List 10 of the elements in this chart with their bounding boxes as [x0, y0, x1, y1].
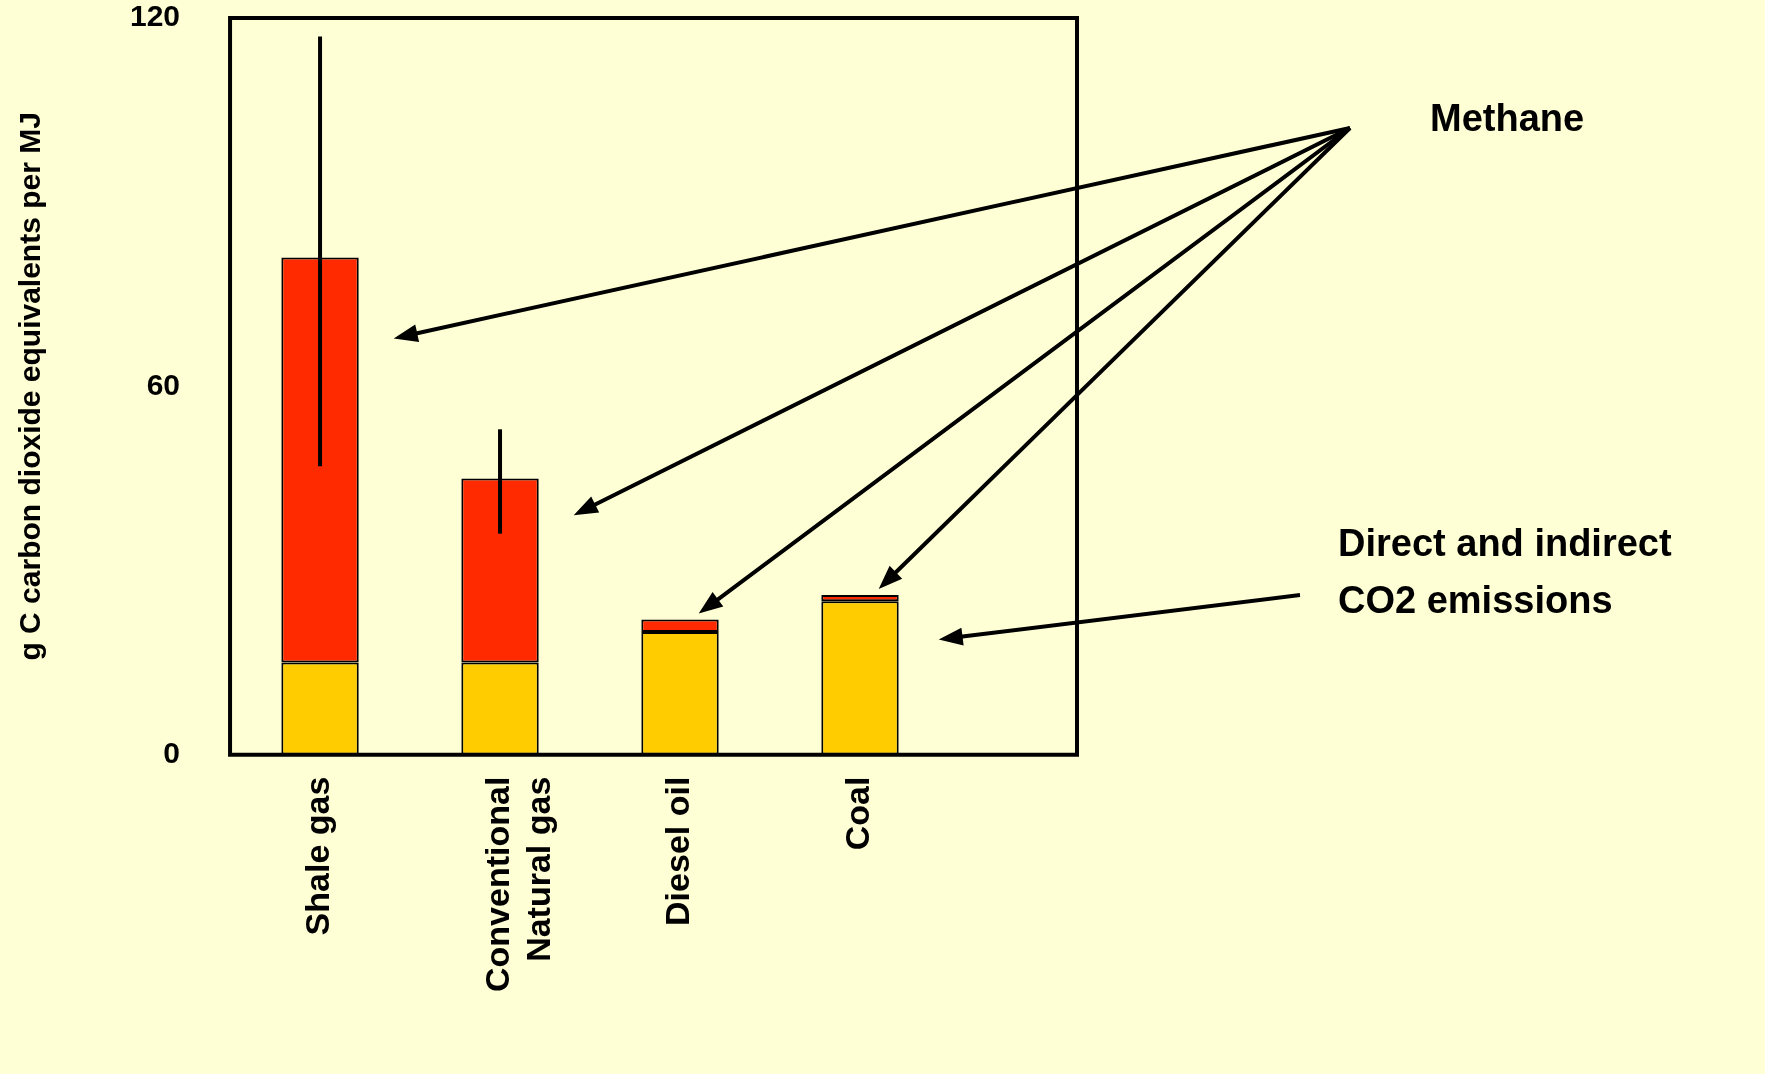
y-tick-label: 120 — [129, 0, 181, 33]
y-tick-label: 60 — [146, 367, 181, 401]
text: Methane — [1430, 96, 1585, 141]
y-tick-label: 0 — [163, 735, 181, 769]
x-tick-label: Coal — [838, 776, 877, 851]
x-tick-label: Diesel oil — [658, 776, 697, 926]
text: Direct and indirect CO2 emissions — [1338, 521, 1673, 623]
x-tick-label: Shale gas — [298, 776, 337, 936]
x-tick-label: Conventional Natural gas — [478, 776, 558, 992]
y-axis-title: g C carbon dioxide equivalents per MJ — [13, 112, 47, 661]
